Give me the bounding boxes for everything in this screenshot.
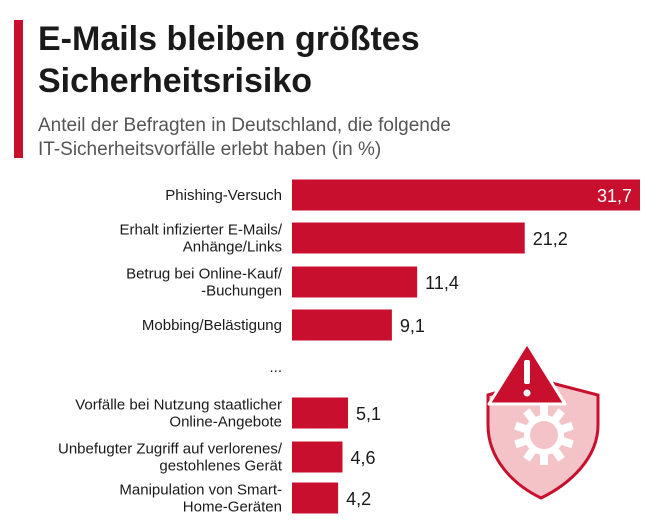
value-label-2: 11,4 <box>425 273 459 293</box>
category-label-1: Erhalt infizierter E-Mails/Anhänge/Links <box>119 222 282 256</box>
bar-1 <box>292 222 525 254</box>
value-label-0: 31,7 <box>597 186 632 206</box>
chart-subtitle: Anteil der Befragten in Deutschland, die… <box>38 114 648 162</box>
category-label-4: Vorfälle bei Nutzung staatlicher Online-A… <box>75 397 282 431</box>
category-label-5: Unbefugter Zugriff auf verlorenes/gestoh… <box>58 441 283 475</box>
category-label-0: Phishing-Versuch <box>165 187 282 204</box>
gear-icon <box>514 405 574 465</box>
title-accent-bar <box>14 20 23 158</box>
omitted-categories-ellipsis: ... <box>269 359 282 376</box>
value-label-5: 4,6 <box>350 448 375 468</box>
bar-5 <box>292 441 343 473</box>
category-label-6: Manipulation von Smart-Home-Geräten <box>119 482 282 516</box>
category-label-2: Betrug bei Online-Kauf/-Buchungen <box>126 266 283 300</box>
bar-2 <box>292 266 418 298</box>
value-label-4: 5,1 <box>356 404 381 424</box>
warning-triangle-icon <box>487 341 567 406</box>
chart-subtitle-line-2: IT-Sicherheitsvorfälle erlebt haben (in … <box>38 139 382 160</box>
bar-0 <box>292 179 640 211</box>
bar-4 <box>292 397 348 429</box>
chart-subtitle-line-1: Anteil der Befragten in Deutschland, die… <box>38 115 451 136</box>
value-label-6: 4,2 <box>346 489 371 509</box>
chart-title-line-2: Sicherheitsrisiko <box>38 62 313 100</box>
chart-title-line-1: E-Mails bleiben größtes <box>38 20 420 58</box>
bar-3 <box>292 309 392 341</box>
value-label-3: 9,1 <box>400 316 425 336</box>
chart-title: E-Mails bleiben größtes Sicherheitsrisik… <box>38 18 648 102</box>
shield-shape <box>486 378 600 500</box>
shield-gear-icon <box>486 341 600 500</box>
bar-6 <box>292 482 339 514</box>
value-label-1: 21,2 <box>533 229 568 249</box>
category-label-3: Mobbing/Belästigung <box>142 317 282 334</box>
